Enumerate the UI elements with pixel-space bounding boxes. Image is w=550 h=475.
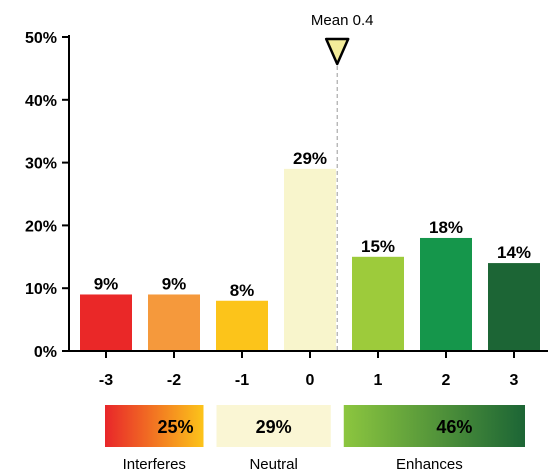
- x-tick-label: -1: [235, 372, 249, 389]
- y-tick-label: 40%: [25, 93, 57, 110]
- summary-caption: Neutral: [249, 456, 297, 473]
- mean-label: Mean 0.4: [311, 12, 374, 29]
- x-tick-label: 3: [510, 372, 519, 389]
- bar: [80, 294, 132, 351]
- y-tick-label: 30%: [25, 156, 57, 173]
- bar-value-label: 15%: [361, 237, 395, 256]
- y-axis: 0% 10% 20% 30% 40% 50%: [25, 30, 70, 361]
- summary-caption: Enhances: [396, 456, 463, 473]
- mean-marker: Mean 0.4: [311, 12, 374, 351]
- bar: [148, 294, 200, 351]
- bar-value-label: 9%: [162, 274, 187, 293]
- bar: [352, 256, 404, 351]
- bar: [420, 237, 472, 351]
- bar-value-label: 14%: [497, 243, 531, 262]
- bars: 9% 9% 8% 29% 15% 18% 14%: [80, 149, 540, 351]
- bar-value-label: 9%: [94, 274, 119, 293]
- x-tick-label: -3: [99, 372, 113, 389]
- summary-segment: [343, 405, 525, 447]
- bar-value-label: 29%: [293, 149, 327, 168]
- y-tick-label: 50%: [25, 30, 57, 47]
- mean-triangle-icon: [324, 37, 350, 66]
- bar: [284, 168, 336, 351]
- y-tick-label: 20%: [25, 218, 57, 235]
- summary-bar: 25% Interferes 29% Neutral 46% Enhances: [105, 405, 525, 473]
- summary-value-label: 46%: [436, 417, 472, 437]
- bar-value-label: 18%: [429, 218, 463, 237]
- summary-value-label: 29%: [256, 417, 292, 437]
- x-tick-label: 1: [374, 372, 383, 389]
- x-tick-label: 2: [442, 372, 451, 389]
- summary-value-label: 25%: [157, 417, 193, 437]
- summary-segment: [216, 405, 331, 447]
- y-tick-label: 10%: [25, 281, 57, 298]
- bar-value-label: 8%: [230, 281, 255, 300]
- y-tick-label: 0%: [34, 344, 57, 361]
- summary-caption: Interferes: [123, 456, 186, 473]
- bar: [488, 263, 540, 351]
- x-tick-label: -2: [167, 372, 181, 389]
- x-tick-label: 0: [306, 372, 315, 389]
- bar: [216, 300, 268, 351]
- x-axis: -3 -2 -1 0 1 2 3: [69, 350, 548, 389]
- summary-segment: [105, 405, 204, 447]
